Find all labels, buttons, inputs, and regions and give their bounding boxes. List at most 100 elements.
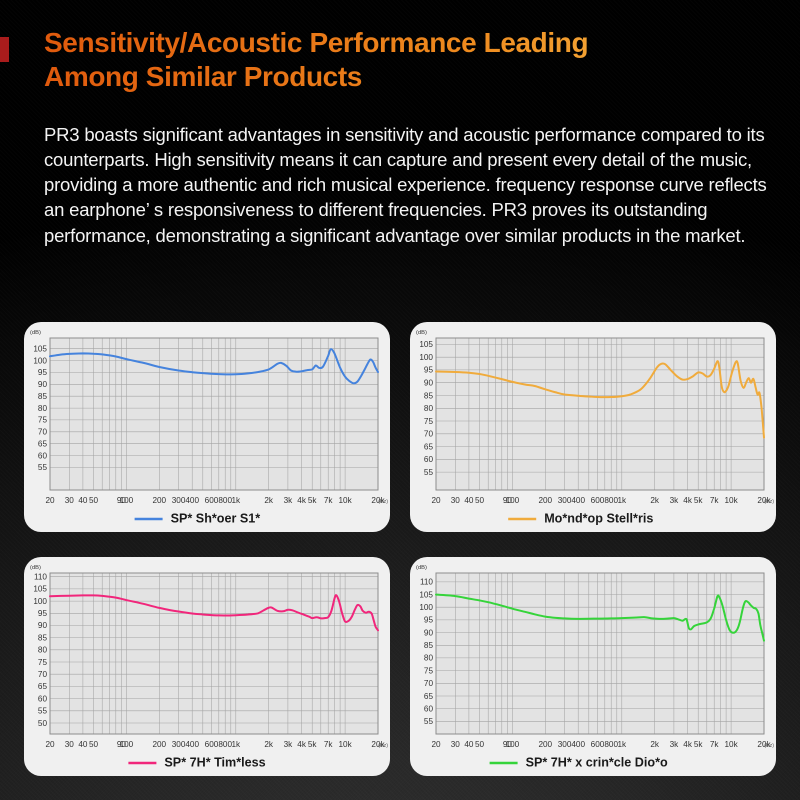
x-tick-label: 2k — [264, 740, 274, 749]
description-paragraph: PR3 boasts significant advantages in sen… — [44, 124, 767, 246]
chart-panel-bottom-left: (dB) 110 105 100 95 90 85 80 75 70 65 60 55 50 20 30 40 5… — [24, 557, 390, 776]
x-tick-label: 20 — [431, 740, 441, 749]
x-tick-label: 600 — [591, 740, 605, 749]
x-tick-label: 20 — [45, 740, 55, 749]
x-tick-label: 800 — [604, 740, 618, 749]
red-accent-mark — [0, 37, 9, 62]
plot-area — [436, 338, 764, 490]
y-tick-label: 75 — [38, 658, 48, 667]
y-tick-label: 55 — [38, 463, 48, 472]
y-tick-label: 80 — [38, 404, 48, 413]
x-tick-label: 100 — [506, 740, 520, 749]
x-tick-label: 1k — [231, 496, 241, 505]
x-tick-label: 20 — [45, 496, 55, 505]
x-tick-label: 4k — [683, 496, 693, 505]
frequency-response-curve — [435, 593, 765, 642]
x-tick-label: 800 — [604, 496, 618, 505]
chart-panel-top-right: (dB) 105 100 95 90 85 80 75 70 65 60 55 20 30 40 50 90 10… — [410, 322, 776, 532]
x-tick-label: 7k — [324, 740, 334, 749]
x-tick-label: 3k — [284, 496, 294, 505]
y-axis-unit-label: (dB) — [416, 330, 427, 336]
x-tick-label: 20k — [757, 496, 771, 505]
x-tick-label: 7k — [710, 740, 720, 749]
x-axis-unit-label: (Hz) — [378, 499, 388, 505]
frequency-response-chart: (dB) 110 105 100 95 90 85 80 75 70 65 60 55 20 30 40 50 9… — [416, 565, 774, 770]
y-tick-label: 55 — [424, 717, 434, 726]
x-tick-label: 30 — [451, 740, 461, 749]
x-tick-label: 90 — [117, 740, 127, 749]
plot-area — [50, 573, 378, 734]
x-tick-label: 400 — [185, 740, 199, 749]
y-tick-label: 60 — [38, 451, 48, 460]
x-tick-label: 30 — [65, 740, 75, 749]
x-tick-label: 1k — [617, 740, 627, 749]
y-tick-label: 85 — [38, 392, 48, 401]
x-tick-label: 5k — [694, 496, 704, 505]
x-tick-label: 3k — [670, 740, 680, 749]
chart-panel-top-left: (dB) 105 100 95 90 85 80 75 70 65 60 55 20 30 40 50 90 10… — [24, 322, 390, 532]
x-tick-label: 5k — [308, 740, 318, 749]
y-tick-label: 105 — [33, 345, 47, 354]
y-tick-label: 90 — [38, 380, 48, 389]
y-tick-label: 85 — [424, 641, 434, 650]
x-tick-label: 20 — [431, 496, 441, 505]
x-axis-unit-label: (Hz) — [378, 743, 388, 749]
x-tick-label: 5k — [694, 740, 704, 749]
y-tick-label: 105 — [419, 340, 433, 349]
y-tick-label: 75 — [424, 666, 434, 675]
axis-labels: (dB) 110 105 100 95 90 85 80 75 70 65 60 55 20 30 40 50 9… — [416, 565, 774, 749]
x-tick-label: 800 — [218, 740, 232, 749]
y-axis-unit-label: (dB) — [30, 330, 41, 336]
y-tick-label: 100 — [33, 356, 47, 365]
x-tick-label: 300 — [172, 496, 186, 505]
y-tick-label: 90 — [424, 628, 434, 637]
x-tick-label: 200 — [152, 496, 166, 505]
y-tick-label: 85 — [38, 633, 48, 642]
y-tick-label: 80 — [38, 646, 48, 655]
x-tick-label: 50 — [475, 496, 485, 505]
chart-panel-bottom-right: (dB) 110 105 100 95 90 85 80 75 70 65 60 55 20 30 40 50 9… — [410, 557, 776, 776]
y-tick-label: 65 — [38, 682, 48, 691]
plot-border — [435, 337, 765, 491]
y-tick-label: 90 — [38, 621, 48, 630]
y-tick-label: 100 — [33, 597, 47, 606]
x-tick-label: 2k — [650, 740, 660, 749]
x-tick-label: 300 — [558, 496, 572, 505]
y-tick-label: 95 — [38, 609, 48, 618]
x-tick-label: 50 — [89, 740, 99, 749]
y-tick-label: 105 — [419, 590, 433, 599]
y-tick-label: 70 — [38, 428, 48, 437]
x-tick-label: 100 — [506, 496, 520, 505]
x-tick-label: 4k — [297, 740, 307, 749]
x-axis-unit-label: (Hz) — [764, 499, 774, 505]
y-tick-label: 100 — [419, 603, 433, 612]
x-tick-label: 1k — [617, 496, 627, 505]
x-tick-label: 200 — [538, 496, 552, 505]
y-tick-label: 85 — [424, 391, 434, 400]
grid-lines — [49, 338, 379, 490]
x-tick-label: 300 — [172, 740, 186, 749]
x-tick-label: 50 — [89, 496, 99, 505]
x-tick-label: 90 — [503, 496, 513, 505]
x-tick-label: 10k — [724, 740, 738, 749]
charts-grid: (dB) 105 100 95 90 85 80 75 70 65 60 55 20 30 40 50 90 10… — [24, 322, 776, 776]
x-tick-label: 4k — [683, 740, 693, 749]
x-tick-label: 10k — [338, 740, 352, 749]
title-line-2: Among Similar Products — [44, 60, 362, 92]
y-tick-label: 65 — [38, 440, 48, 449]
x-tick-label: 10k — [724, 496, 738, 505]
y-tick-label: 80 — [424, 404, 434, 413]
x-tick-label: 30 — [65, 496, 75, 505]
y-tick-label: 60 — [38, 694, 48, 703]
legend-label: SP* 7H* Tim*less — [164, 756, 265, 770]
x-tick-label: 3k — [284, 740, 294, 749]
legend-label: Mo*nd*op Stell*ris — [544, 512, 653, 526]
plot-border — [435, 572, 765, 735]
plot-border — [49, 572, 379, 735]
y-tick-label: 60 — [424, 455, 434, 464]
x-tick-label: 2k — [650, 496, 660, 505]
